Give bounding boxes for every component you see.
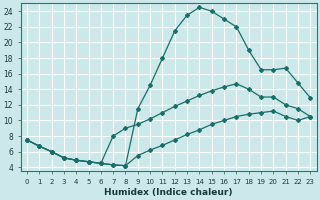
X-axis label: Humidex (Indice chaleur): Humidex (Indice chaleur) — [104, 188, 233, 197]
